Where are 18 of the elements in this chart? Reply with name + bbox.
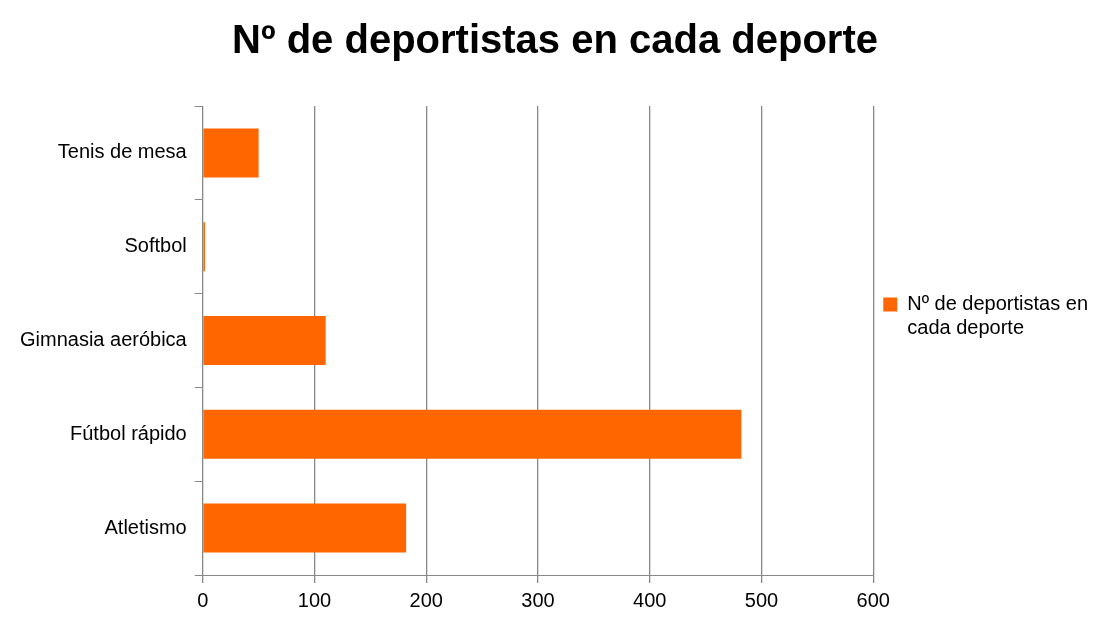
x-tick-label: 0 bbox=[197, 588, 209, 611]
y-tick-label: Gimnasia aeróbica bbox=[20, 328, 188, 351]
x-tick-label: 400 bbox=[633, 588, 667, 611]
x-tick-label: 100 bbox=[297, 588, 332, 611]
bar bbox=[203, 128, 259, 178]
x-tick-label: 500 bbox=[744, 588, 779, 611]
x-tick-label: 600 bbox=[856, 588, 890, 611]
bar bbox=[203, 409, 742, 459]
y-tick-label: Fútbol rápido bbox=[70, 421, 187, 444]
y-tick-label: Atletismo bbox=[104, 515, 187, 538]
chart-title: Nº de deportistas en cada deporte bbox=[232, 17, 878, 62]
y-tick-label: Tenis de mesa bbox=[57, 140, 188, 163]
x-tick-label: 300 bbox=[521, 588, 555, 611]
x-tick-label: 200 bbox=[409, 588, 443, 611]
legend-label: Nº de deportistas en cada deporte bbox=[907, 292, 1089, 339]
bar bbox=[203, 316, 326, 366]
bar bbox=[203, 503, 407, 553]
y-tick-label: Softbol bbox=[124, 234, 187, 257]
